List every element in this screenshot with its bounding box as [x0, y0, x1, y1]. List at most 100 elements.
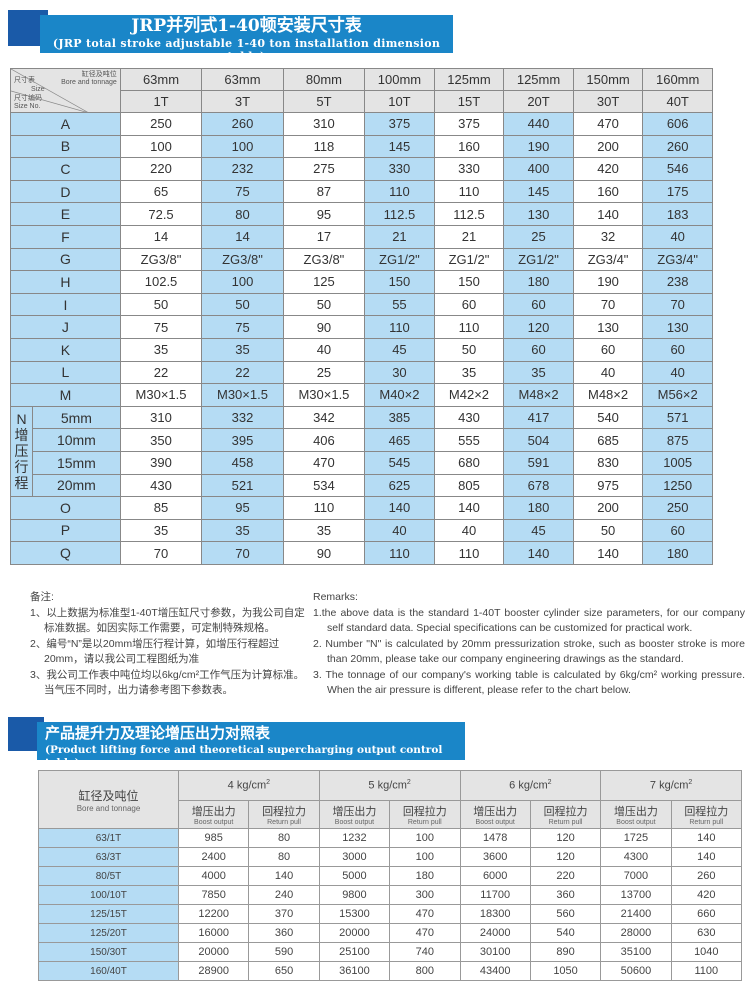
- value-cell: 20000: [177, 942, 250, 962]
- value-cell: 985: [177, 828, 250, 848]
- return-pull-header-zh: 回程拉力: [402, 806, 447, 818]
- table-row: L 22 22 25 30 35 35 40 40: [10, 360, 713, 385]
- value-cell: 504: [503, 428, 574, 452]
- value-cell: 110: [433, 315, 505, 339]
- value-cell: 140: [572, 202, 644, 226]
- value-cell: ZG3/8": [282, 247, 366, 272]
- boost-output-header-en: Boost output: [334, 819, 375, 826]
- pressure-unit-sup: 2: [547, 779, 552, 787]
- value-cell: 1725: [600, 828, 672, 848]
- value-cell: 32: [572, 224, 644, 249]
- return-pull-header-en: Return pull: [689, 819, 724, 826]
- value-cell: 546: [642, 157, 713, 181]
- row-label: 5mm: [32, 405, 121, 430]
- value-cell: 15300: [318, 904, 391, 924]
- value-cell: ZG3/4": [572, 247, 644, 272]
- output-table: 缸径及吨位 Bore and tonnage 4 kg/cm2 5 kg/cm2 6 k…: [38, 770, 743, 981]
- value-cell: 35: [433, 360, 505, 385]
- value-cell: 470: [389, 923, 461, 943]
- return-pull-header-en: Return pull: [548, 819, 583, 826]
- value-cell: 22: [119, 360, 203, 385]
- value-cell: 7850: [177, 885, 250, 905]
- bore-header: 150mm: [572, 68, 644, 91]
- n-group-label: N增压行程: [10, 405, 33, 498]
- value-cell: 130: [642, 315, 713, 339]
- value-cell: 680: [433, 450, 505, 475]
- title-en: (Product lifting force and theoretical s…: [45, 744, 443, 769]
- value-cell: 370: [248, 904, 320, 924]
- value-cell: 43400: [459, 961, 531, 981]
- value-cell: 330: [433, 157, 505, 181]
- value-cell: 50600: [600, 961, 672, 981]
- value-cell: 830: [572, 450, 644, 475]
- value-cell: 332: [201, 405, 284, 430]
- value-cell: 120: [503, 315, 574, 339]
- value-cell: 21: [433, 224, 505, 249]
- value-cell: M30×1.5: [119, 383, 203, 407]
- value-cell: 50: [119, 292, 203, 317]
- value-cell: 555: [433, 428, 505, 452]
- value-cell: 140: [248, 866, 320, 886]
- value-cell: M40×2: [364, 383, 435, 407]
- value-cell: 571: [642, 405, 713, 430]
- value-cell: 60: [503, 292, 574, 317]
- remarks-en: Remarks: 1.the above data is the standar…: [313, 591, 745, 696]
- value-cell: 660: [670, 904, 743, 924]
- boost-output-header-zh: 增压出力: [191, 806, 236, 818]
- value-cell: 310: [282, 112, 366, 136]
- value-cell: 440: [503, 112, 574, 136]
- pressure-unit-sup: 2: [266, 779, 271, 787]
- value-cell: 9800: [318, 885, 391, 905]
- value-cell: 360: [248, 923, 320, 943]
- row-label: Q: [10, 541, 121, 565]
- bore-header: 125mm: [503, 68, 574, 91]
- return-pull-header-en: Return pull: [407, 819, 442, 826]
- table-row: N增压行程 5mm 310 332 342 385 430 417 540 571: [10, 405, 713, 498]
- boost-output-header: 增压出力 Boost output: [318, 800, 391, 829]
- table-row: 63/3T 2400 80 3000 100 3600 120 4300 140: [38, 847, 743, 867]
- value-cell: 85: [119, 496, 203, 520]
- value-cell: 95: [282, 202, 366, 226]
- row-label: 63/1T: [38, 828, 179, 848]
- row-label: 15mm: [32, 450, 121, 475]
- value-cell: 180: [503, 270, 574, 294]
- value-cell: 40: [572, 360, 644, 385]
- row-label: 150/30T: [38, 942, 179, 962]
- table-row: G ZG3/8" ZG3/8" ZG3/8" ZG1/2" ZG1/2" ZG1/2" ZG3…: [10, 247, 713, 272]
- value-cell: ZG1/2": [503, 247, 574, 272]
- boost-output-header-en: Boost output: [475, 819, 515, 826]
- value-cell: 60: [572, 337, 644, 362]
- value-cell: 250: [119, 112, 203, 136]
- value-cell: 360: [529, 885, 602, 905]
- value-cell: 1050: [529, 961, 602, 981]
- remarks-zh: 备注: 1、以上数据为标准型1-40T增压缸尺寸参数，为我公司自定标准数据。如因…: [30, 591, 305, 696]
- return-pull-header: 回程拉力 Return pull: [248, 800, 320, 829]
- value-cell: 160: [572, 179, 644, 204]
- value-cell: 342: [282, 405, 366, 430]
- row-label: C: [10, 157, 121, 181]
- value-cell: 4300: [600, 847, 672, 867]
- value-cell: 35: [119, 337, 203, 362]
- value-cell: 975: [572, 473, 644, 498]
- value-cell: 25: [282, 360, 366, 385]
- table-row: Q 70 70 90 110 110 140 140 180: [10, 541, 713, 565]
- value-cell: 80: [248, 828, 320, 848]
- value-cell: 190: [572, 270, 644, 294]
- value-cell: 70: [119, 541, 203, 565]
- value-cell: 50: [433, 337, 505, 362]
- value-cell: 36100: [318, 961, 391, 981]
- pressure-value: 6 kg/cm: [509, 779, 548, 792]
- row-label: 125/20T: [38, 923, 179, 943]
- value-cell: 75: [201, 315, 284, 339]
- pressure-unit-sup: 2: [406, 779, 411, 787]
- value-cell: 232: [201, 157, 284, 181]
- value-cell: 400: [503, 157, 574, 181]
- value-cell: 406: [282, 428, 366, 452]
- pressure-header: 5 kg/cm2: [318, 770, 461, 801]
- value-cell: ZG1/2": [433, 247, 505, 272]
- table-row: P 35 35 35 40 40 45 50 60: [10, 518, 713, 543]
- table-row: K 35 35 40 45 50 60 60 60: [10, 337, 713, 362]
- value-cell: 300: [389, 885, 461, 905]
- value-cell: 60: [503, 337, 574, 362]
- boost-output-header-zh: 增压出力: [332, 806, 377, 818]
